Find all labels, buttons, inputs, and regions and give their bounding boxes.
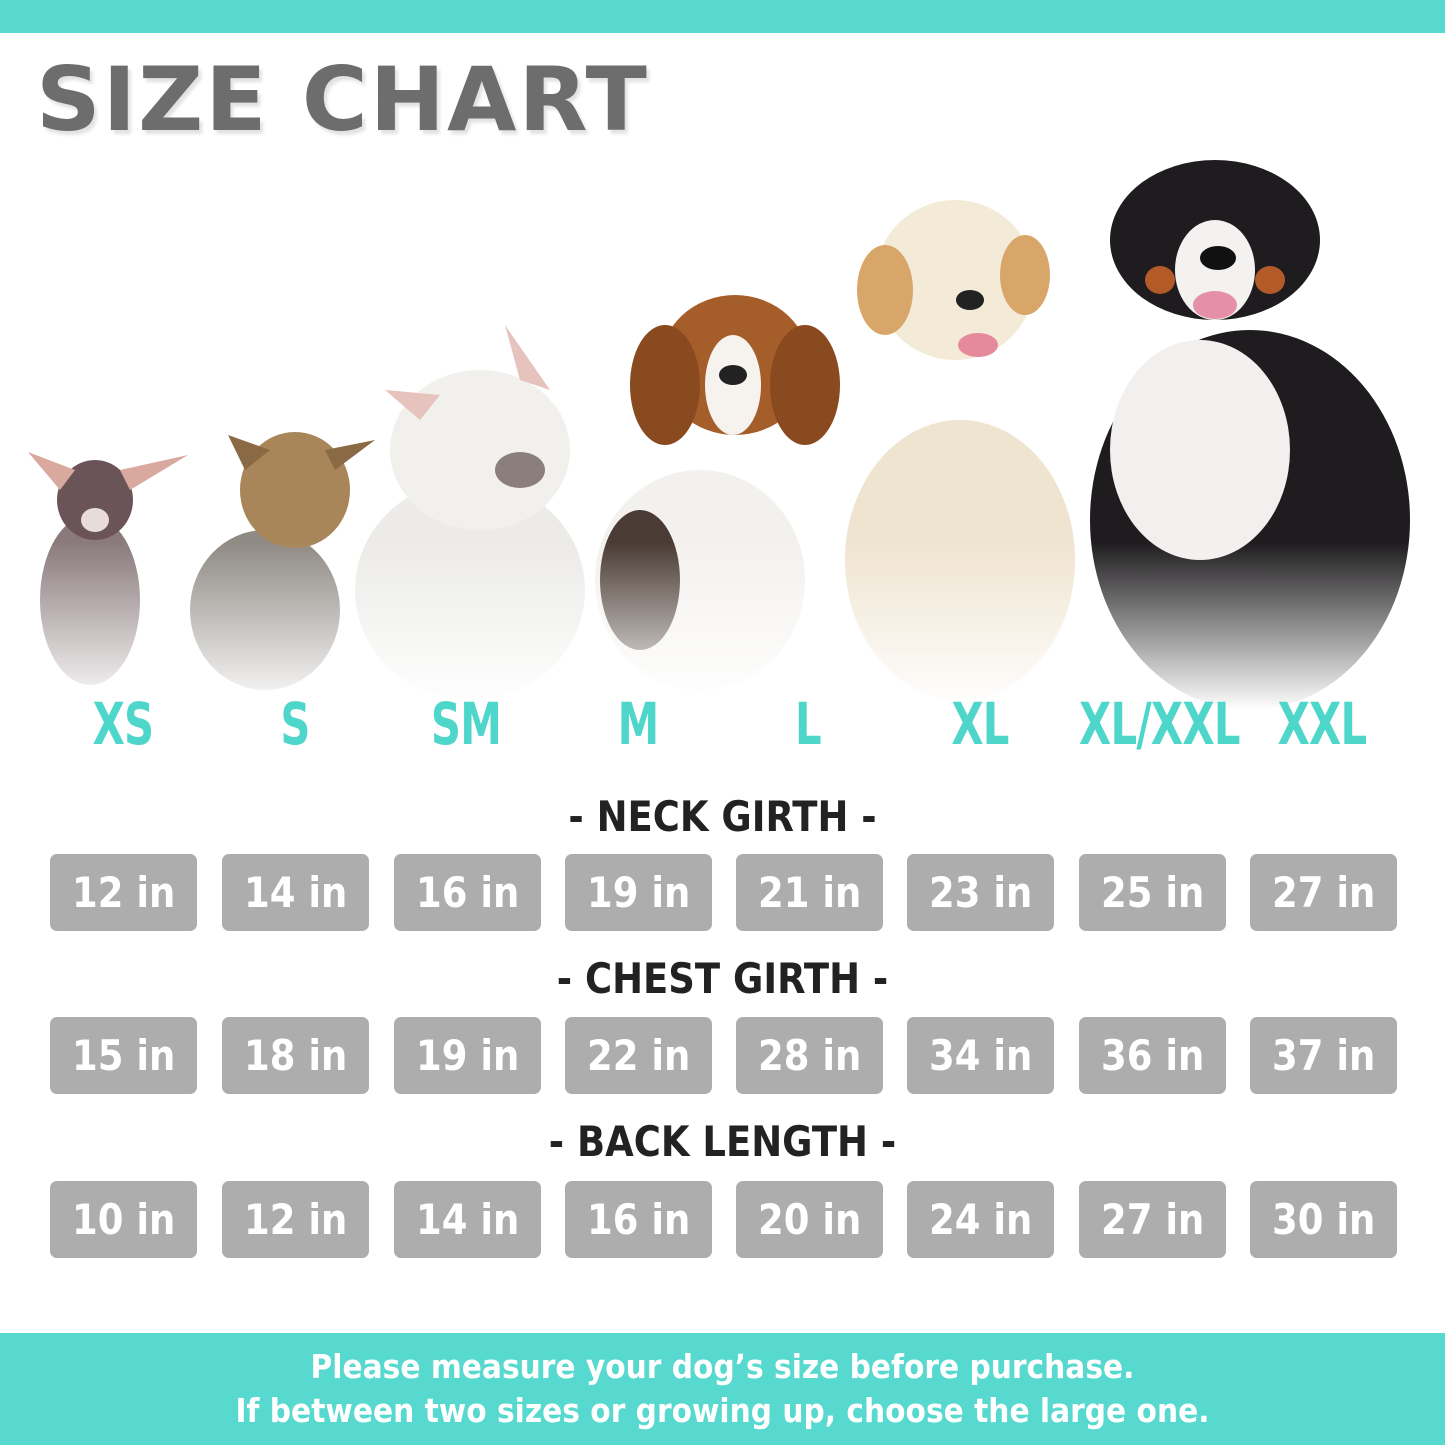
footer-note: Please measure your dog’s size before pu… — [0, 1333, 1445, 1445]
cell-value: 25 in — [1100, 868, 1205, 917]
size-label-xs: XS — [92, 690, 155, 758]
chest-girth-cell: 15 in — [50, 1017, 197, 1094]
cell-value: 27 in — [1100, 1195, 1205, 1244]
back-length-cell: 24 in — [907, 1181, 1054, 1258]
back-length-cell: 20 in — [736, 1181, 883, 1258]
cell-value: 36 in — [1100, 1031, 1205, 1080]
back-length-heading: - BACK LENGTH - — [548, 1117, 897, 1166]
cell-value: 21 in — [757, 868, 862, 917]
back-length-cell: 14 in — [394, 1181, 541, 1258]
cell-value: 10 in — [71, 1195, 176, 1244]
size-label-l: L — [795, 690, 822, 758]
cell-value: 18 in — [243, 1031, 348, 1080]
footer-line-2: If between two sizes or growing up, choo… — [235, 1391, 1210, 1430]
neck-girth-cell: 21 in — [736, 854, 883, 931]
cell-value: 16 in — [586, 1195, 691, 1244]
dogs-illustration — [0, 150, 1445, 710]
cell-value: 14 in — [415, 1195, 520, 1244]
neck-girth-cell: 19 in — [565, 854, 712, 931]
cell-value: 23 in — [928, 868, 1033, 917]
cell-value: 22 in — [586, 1031, 691, 1080]
back-length-cell: 10 in — [50, 1181, 197, 1258]
chest-girth-cell: 19 in — [394, 1017, 541, 1094]
back-length-cell: 12 in — [222, 1181, 369, 1258]
cell-value: 34 in — [928, 1031, 1033, 1080]
size-label-sm: SM — [430, 690, 502, 758]
neck-girth-cell: 12 in — [50, 854, 197, 931]
size-label-m: M — [617, 690, 660, 758]
chest-girth-cell: 34 in — [907, 1017, 1054, 1094]
cell-value: 20 in — [757, 1195, 862, 1244]
neck-girth-cell: 14 in — [222, 854, 369, 931]
neck-girth-cell: 25 in — [1079, 854, 1226, 931]
neck-girth-cell: 16 in — [394, 854, 541, 931]
chest-girth-cell: 37 in — [1250, 1017, 1397, 1094]
cell-value: 19 in — [586, 868, 691, 917]
neck-girth-cell: 23 in — [907, 854, 1054, 931]
back-length-cell: 16 in — [565, 1181, 712, 1258]
chest-girth-cell: 18 in — [222, 1017, 369, 1094]
chest-girth-heading: - CHEST GIRTH - — [556, 954, 889, 1003]
cell-value: 37 in — [1271, 1031, 1376, 1080]
page-title: SIZE CHART — [36, 48, 649, 151]
neck-girth-cell: 27 in — [1250, 854, 1397, 931]
cell-value: 15 in — [71, 1031, 176, 1080]
size-label-xl: XL — [951, 690, 1009, 758]
cell-value: 24 in — [928, 1195, 1033, 1244]
size-label-xl-xxl: XL/XXL — [1079, 690, 1240, 758]
top-accent-bar — [0, 0, 1445, 33]
cell-value: 16 in — [415, 868, 520, 917]
footer-line-1: Please measure your dog’s size before pu… — [310, 1347, 1135, 1386]
chest-girth-cell: 36 in — [1079, 1017, 1226, 1094]
chest-girth-cell: 22 in — [565, 1017, 712, 1094]
cell-value: 12 in — [243, 1195, 348, 1244]
back-length-cell: 30 in — [1250, 1181, 1397, 1258]
cell-value: 27 in — [1271, 868, 1376, 917]
cell-value: 28 in — [757, 1031, 862, 1080]
cell-value: 14 in — [243, 868, 348, 917]
size-label-xxl: XXL — [1277, 690, 1368, 758]
back-length-cell: 27 in — [1079, 1181, 1226, 1258]
neck-girth-heading: - NECK GIRTH - — [568, 792, 877, 841]
cell-value: 19 in — [415, 1031, 520, 1080]
chest-girth-cell: 28 in — [736, 1017, 883, 1094]
cell-value: 12 in — [71, 868, 176, 917]
cell-value: 30 in — [1271, 1195, 1376, 1244]
size-label-s: S — [280, 690, 310, 758]
